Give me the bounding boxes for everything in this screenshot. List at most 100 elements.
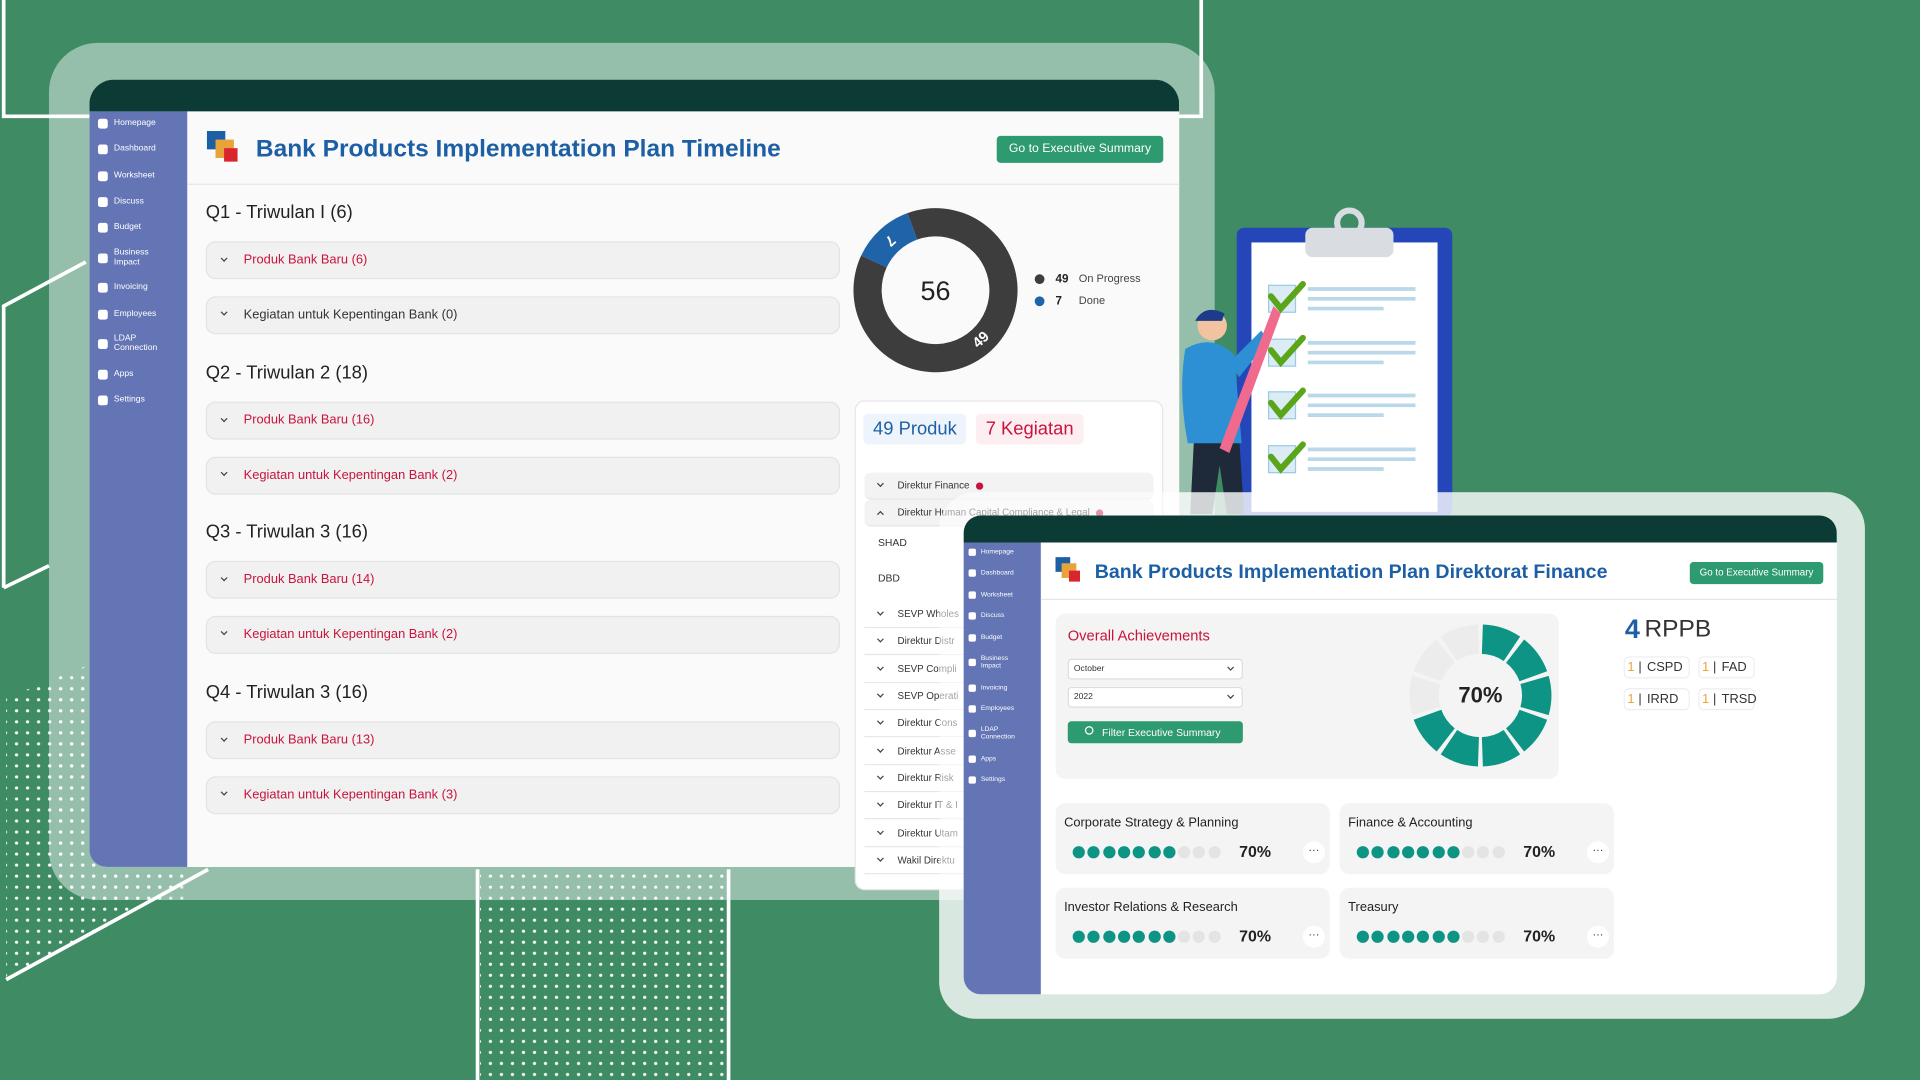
sidebar-item[interactable]: Budget: [113, 222, 142, 232]
sidebar-icon: [968, 705, 976, 713]
sidebar-item[interactable]: Dashboard: [113, 144, 156, 154]
executive-summary-button[interactable]: Go to Executive Summary: [1689, 562, 1824, 585]
sidebar-item[interactable]: Apps: [980, 755, 997, 763]
unit-name: IRRD: [1646, 691, 1679, 706]
sidebar: [89, 111, 188, 867]
title-bar: [89, 79, 1180, 112]
sidebar-item[interactable]: Homepage: [980, 548, 1014, 556]
sidebar-item[interactable]: Dashboard: [980, 569, 1014, 577]
accordion-item[interactable]: [205, 401, 841, 440]
sidebar-item[interactable]: Business Impact: [113, 248, 149, 267]
gauge-segment: [1481, 730, 1521, 767]
accordion-item[interactable]: [205, 456, 841, 495]
progress-dot: [1386, 846, 1400, 859]
count-chip: 7 Kegiatan: [975, 413, 1084, 445]
accordion-item[interactable]: [205, 615, 841, 654]
sidebar-item[interactable]: Apps: [113, 369, 134, 379]
progress-dot: [1462, 846, 1475, 859]
unit-name: FAD: [1721, 659, 1747, 675]
more-button[interactable]: ···: [1586, 925, 1609, 948]
title-bar: [963, 515, 1837, 543]
unit-separator: |: [1713, 691, 1717, 706]
accordion-item[interactable]: [205, 295, 841, 334]
progress-dot: [1163, 846, 1176, 859]
sidebar-item[interactable]: Employees: [980, 705, 1015, 713]
sidebar-item[interactable]: Worksheet: [980, 591, 1013, 599]
progress-dot: [1163, 930, 1176, 943]
gauge-segment: [1440, 624, 1479, 661]
more-button[interactable]: ···: [1302, 925, 1325, 948]
sidebar-item[interactable]: Settings: [980, 776, 1006, 784]
progress-dot: [1401, 846, 1415, 859]
accordion-item[interactable]: [205, 775, 841, 814]
donut-segment: [853, 208, 1018, 373]
gauge-segment: [1413, 709, 1455, 752]
search-icon: [1084, 726, 1094, 735]
division-card[interactable]: [1339, 887, 1614, 959]
directorate-label: SEVP Compli: [897, 663, 957, 675]
sidebar-item[interactable]: Settings: [113, 395, 145, 405]
sidebar-item[interactable]: LDAP Connection: [980, 725, 1015, 741]
legend-marker: [1034, 296, 1045, 307]
quarter-title: Q4 - Triwulan 3 (16): [205, 682, 369, 703]
sidebar-icon: [968, 776, 976, 784]
more-button[interactable]: ···: [1586, 841, 1609, 864]
achievements-title: Overall Achievements: [1067, 626, 1210, 645]
accordion-item[interactable]: [205, 721, 841, 760]
legend-value: 49: [1056, 272, 1069, 285]
progress-dot: [1208, 930, 1221, 943]
division-card[interactable]: [1055, 803, 1330, 875]
accordion-label: Kegiatan untuk Kepentingan Bank (0): [243, 306, 458, 322]
sidebar-item[interactable]: LDAP Connection: [113, 334, 158, 353]
progress-dot: [1401, 930, 1415, 943]
sidebar-item[interactable]: Homepage: [113, 118, 156, 128]
progress-dot: [1147, 930, 1161, 943]
unit-count: 1: [1702, 691, 1710, 706]
sidebar-icon: [968, 569, 976, 577]
select-value: October: [1073, 664, 1105, 673]
select[interactable]: [1067, 658, 1243, 680]
directorate-label: Direktur Cons: [897, 717, 958, 729]
accordion-item[interactable]: [205, 241, 841, 280]
sidebar-item[interactable]: Discuss: [113, 197, 144, 206]
more-button[interactable]: ···: [1302, 841, 1325, 864]
accordion-item[interactable]: [205, 560, 841, 599]
accordion-label: Kegiatan untuk Kepentingan Bank (3): [243, 786, 458, 802]
division-name: Treasury: [1348, 899, 1399, 915]
executive-summary-button[interactable]: Go to Executive Summary: [996, 135, 1164, 163]
legend-value: 7: [1056, 294, 1062, 307]
progress-dot: [1132, 930, 1146, 943]
sidebar-icon: [968, 729, 976, 738]
sidebar-icon: [97, 197, 108, 207]
sidebar-item[interactable]: Worksheet: [113, 171, 155, 181]
gauge-segment: [1520, 675, 1552, 716]
directorate-label: Wakil Direktu: [897, 854, 955, 866]
select[interactable]: [1067, 686, 1243, 708]
progress-dot: [1416, 846, 1430, 859]
sidebar-item[interactable]: Invoicing: [980, 684, 1008, 692]
page-title: Bank Products Implementation Plan Direkt…: [1094, 562, 1608, 583]
filter-button[interactable]: Filter Executive Summary: [1067, 721, 1243, 744]
sidebar-item[interactable]: Discuss: [980, 611, 1005, 620]
gauge-segment: [1409, 675, 1441, 716]
directorate-label: Direktur Asse: [897, 745, 956, 757]
donut-segment: [861, 213, 918, 268]
unit-count: 1: [1627, 659, 1635, 675]
divider: [1040, 598, 1837, 601]
sidebar-item[interactable]: Employees: [113, 309, 157, 319]
progress-dot: [1447, 846, 1460, 859]
sidebar-item[interactable]: Invoicing: [113, 282, 148, 292]
unit-separator: |: [1638, 691, 1642, 706]
division-card[interactable]: [1339, 803, 1614, 875]
sidebar-item[interactable]: Budget: [980, 633, 1003, 642]
page-title: Bank Products Implementation Plan Timeli…: [255, 135, 781, 163]
sidebar-item[interactable]: Business Impact: [980, 654, 1009, 670]
directorate-label: Direktur IT & I: [897, 799, 958, 811]
progress-dot: [1178, 846, 1191, 859]
division-card[interactable]: [1055, 887, 1330, 959]
unit-separator: |: [1713, 659, 1717, 675]
progress-dot: [1416, 930, 1430, 943]
